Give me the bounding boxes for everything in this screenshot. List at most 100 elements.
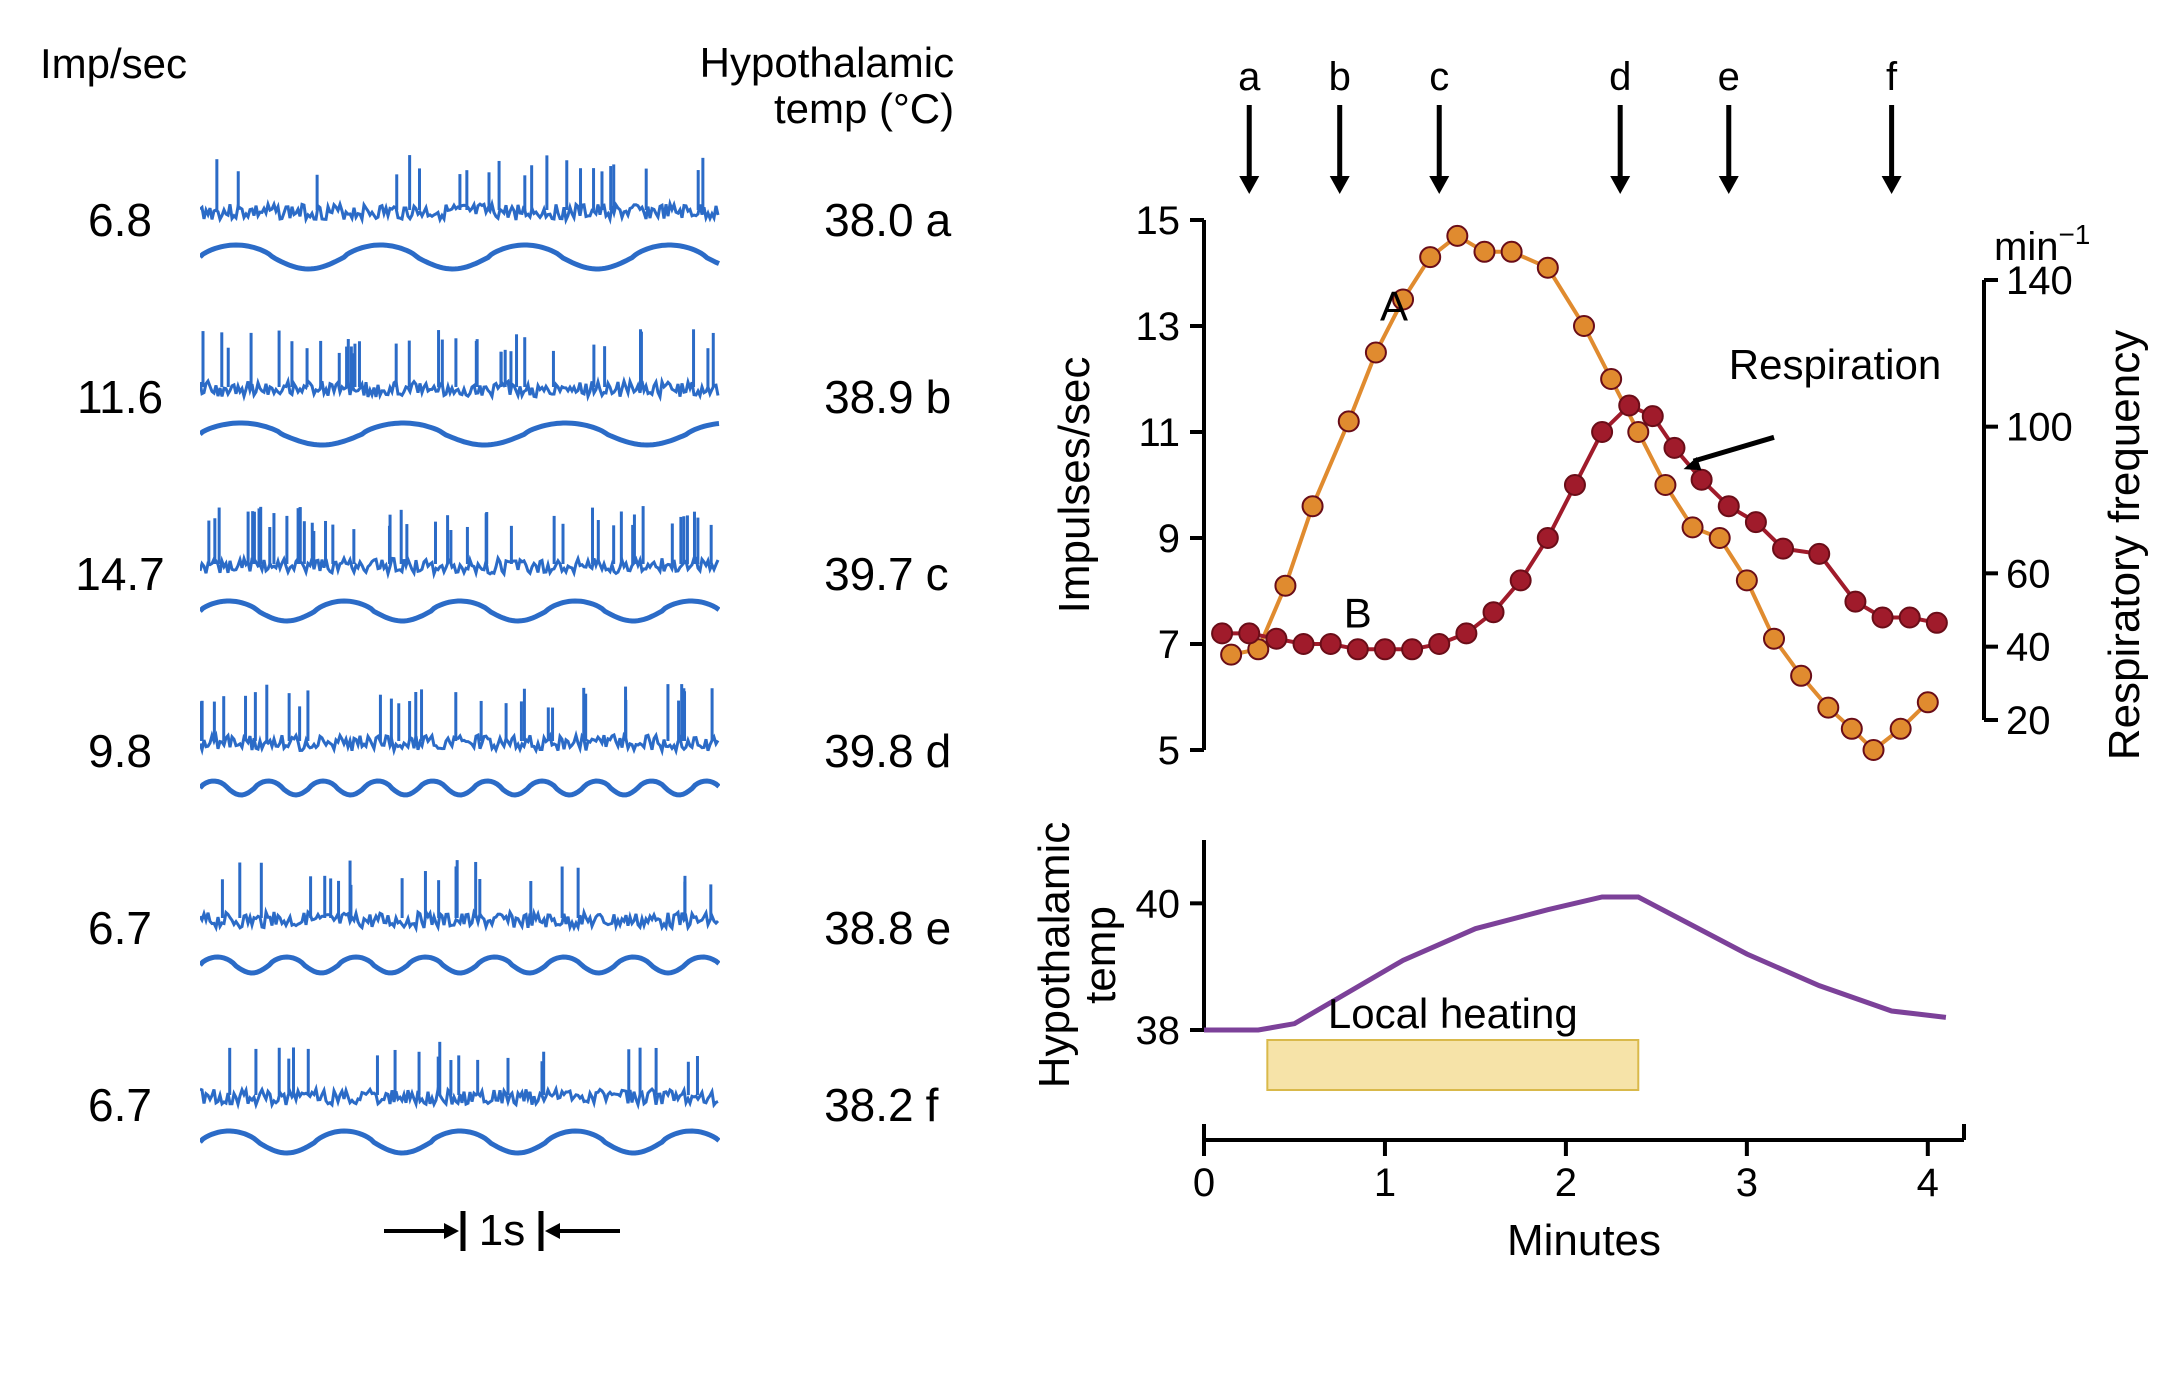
timepoint-letter: e [1718, 55, 1740, 99]
series-a-marker [1842, 719, 1862, 739]
scalebar-label: 1s [467, 1206, 537, 1256]
trace-temp-value: 38.0a [804, 193, 954, 247]
right-chart-svg: abcdef579111315Impulses/sec204060100140m… [1014, 20, 2154, 1350]
series-b-marker [1538, 528, 1558, 548]
series-b-marker [1927, 613, 1947, 633]
series-b-marker [1321, 634, 1341, 654]
series-a-marker [1447, 226, 1467, 246]
series-b-marker [1746, 512, 1766, 532]
svg-text:7: 7 [1158, 623, 1180, 667]
trace-temp-value: 38.2f [804, 1078, 954, 1132]
trace-svg [200, 142, 804, 297]
svg-text:0: 0 [1193, 1161, 1215, 1205]
svg-text:38: 38 [1136, 1009, 1181, 1053]
series-b-marker [1294, 634, 1314, 654]
series-a-marker [1339, 411, 1359, 431]
timepoint-letter: b [1329, 55, 1351, 99]
svg-text:3: 3 [1736, 1161, 1758, 1205]
series-a-marker [1656, 475, 1676, 495]
timepoint-letter: f [1886, 55, 1898, 99]
svg-text:40: 40 [2006, 626, 2051, 670]
trace-svg [200, 496, 804, 651]
series-b-marker [1665, 438, 1685, 458]
series-b-marker [1239, 623, 1259, 643]
trace-svg [200, 673, 804, 828]
series-a-marker [1276, 576, 1296, 596]
figure-root: Imp/sec Hypothalamic temp (°C) 6.8 38.0a 1… [0, 0, 2178, 1385]
y-axis-label: Impulses/sec [1050, 357, 1099, 614]
right-chart-wrap: abcdef579111315Impulses/sec204060100140m… [1014, 20, 2138, 1365]
series-b-marker [1484, 602, 1504, 622]
series-a-marker [1791, 666, 1811, 686]
series-a-marker [1366, 343, 1386, 363]
series-b-marker [1266, 629, 1286, 649]
svg-text:2: 2 [1555, 1161, 1577, 1205]
series-b-marker [1643, 406, 1663, 426]
trace-imp-value: 6.7 [40, 901, 200, 955]
trace-svg [200, 1027, 804, 1182]
series-b-marker [1212, 623, 1232, 643]
trace-imp-value: 11.6 [40, 370, 200, 424]
series-b-marker [1565, 475, 1585, 495]
series-a-marker [1764, 629, 1784, 649]
trace-temp-value: 38.8e [804, 901, 954, 955]
left-panel: Imp/sec Hypothalamic temp (°C) 6.8 38.0a 1… [40, 20, 984, 1365]
trace-svg [200, 850, 804, 1005]
series-b-marker [1692, 470, 1712, 490]
left-header-imp-label: Imp/sec [40, 40, 200, 132]
svg-text:13: 13 [1136, 305, 1181, 349]
series-b-marker [1456, 623, 1476, 643]
svg-text:20: 20 [2006, 699, 2051, 743]
svg-text:5: 5 [1158, 729, 1180, 773]
series-a-marker [1475, 242, 1495, 262]
respiration-arrow-icon [1694, 437, 1774, 461]
series-b-marker [1846, 592, 1866, 612]
svg-text:1: 1 [1374, 1161, 1396, 1205]
heating-bar [1267, 1040, 1638, 1090]
series-a-marker [1710, 528, 1730, 548]
series-a-marker [1303, 496, 1323, 516]
trace-temp-value: 39.7c [804, 547, 954, 601]
svg-text:4: 4 [1917, 1161, 1939, 1205]
left-header-temp-label: Hypothalamic temp (°C) [200, 40, 954, 132]
svg-text:min−1: min−1 [1994, 219, 2090, 269]
series-a-marker [1818, 698, 1838, 718]
trace-row: 9.8 39.8d [40, 673, 954, 828]
series-b-marker [1873, 608, 1893, 628]
x-axis-label: Minutes [1507, 1216, 1661, 1265]
scalebar-arrow-left-icon [379, 1211, 459, 1251]
series-b-marker [1900, 608, 1920, 628]
scalebar-arrow-right-icon [545, 1211, 625, 1251]
trace-temp-value: 38.9b [804, 370, 954, 424]
trace-imp-value: 9.8 [40, 724, 200, 778]
timepoint-letter: c [1429, 55, 1449, 99]
right-panel: abcdef579111315Impulses/sec204060100140m… [984, 20, 2138, 1365]
series-b-marker [1429, 634, 1449, 654]
trace-imp-value: 14.7 [40, 547, 200, 601]
series-b-marker [1348, 639, 1368, 659]
series-a-marker [1891, 719, 1911, 739]
timepoint-letter: d [1609, 55, 1631, 99]
series-a-marker [1420, 247, 1440, 267]
trace-temp-value: 39.8d [804, 724, 954, 778]
trace-imp-value: 6.8 [40, 193, 200, 247]
scalebar: 1s [40, 1206, 954, 1256]
series-b-marker [1773, 539, 1793, 559]
svg-text:11: 11 [1139, 411, 1181, 455]
series-a-marker [1221, 645, 1241, 665]
series-b-label: B [1344, 590, 1372, 637]
svg-text:15: 15 [1136, 199, 1181, 243]
trace-row: 6.738.2f [40, 1027, 954, 1182]
respiration-label: Respiration [1729, 341, 1941, 388]
y2-axis-label: Respiratory frequency [2100, 330, 2149, 760]
series-b-marker [1511, 570, 1531, 590]
series-b-line [1222, 406, 1937, 650]
series-b-marker [1619, 396, 1639, 416]
temp-y-axis-label: Hypothalamictemp [1030, 822, 1125, 1089]
trace-svg [200, 319, 804, 474]
series-a-marker [1601, 369, 1621, 389]
series-a-marker [1683, 517, 1703, 537]
series-b-marker [1592, 422, 1612, 442]
svg-text:100: 100 [2006, 406, 2073, 450]
trace-row: 6.8 38.0a [40, 142, 954, 297]
